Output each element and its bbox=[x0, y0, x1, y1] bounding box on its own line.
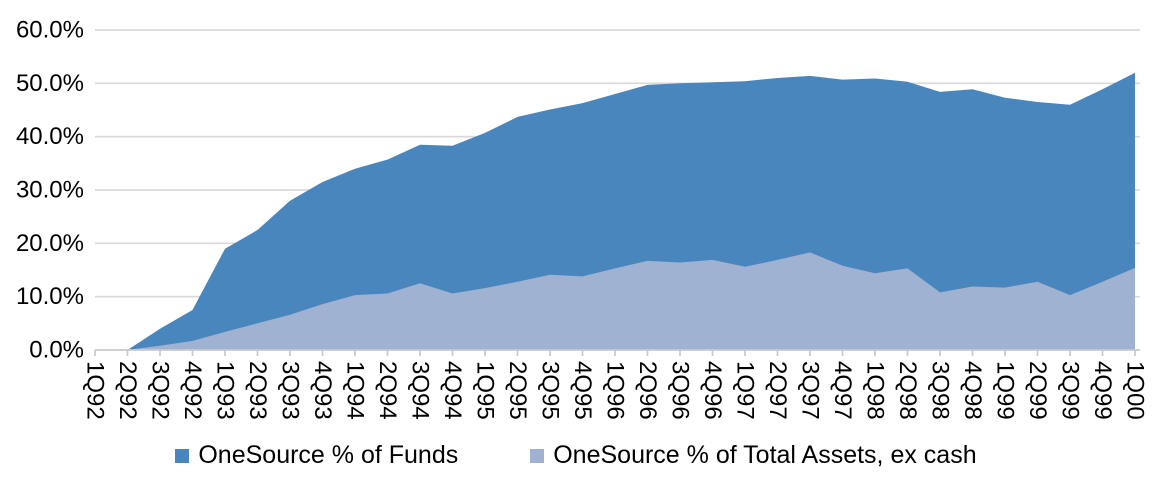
y-axis-label: 30.0% bbox=[16, 177, 84, 204]
y-axis-label: 10.0% bbox=[16, 283, 84, 310]
x-axis-label: 2Q96 bbox=[634, 361, 661, 420]
x-axis-label: 2Q94 bbox=[374, 361, 401, 420]
y-axis-label: 50.0% bbox=[16, 70, 84, 97]
x-axis-label: 4Q96 bbox=[699, 361, 726, 420]
y-axis-label: 60.0% bbox=[16, 17, 84, 44]
x-axis-label: 1Q92 bbox=[82, 361, 109, 420]
x-axis-label: 1Q95 bbox=[472, 361, 499, 420]
x-axis-label: 2Q97 bbox=[764, 361, 791, 420]
x-axis-label: 1Q98 bbox=[862, 361, 889, 420]
x-axis-label: 1Q94 bbox=[342, 361, 369, 420]
x-axis-label: 3Q92 bbox=[147, 361, 174, 420]
x-axis-label: 2Q93 bbox=[244, 361, 271, 420]
x-axis-label: 2Q92 bbox=[114, 361, 141, 420]
x-axis-label: 4Q98 bbox=[959, 361, 986, 420]
legend-item-funds: OneSource % of Funds bbox=[175, 441, 458, 470]
x-axis-label: 3Q95 bbox=[537, 361, 564, 420]
x-axis-label: 2Q99 bbox=[1024, 361, 1051, 420]
y-axis-label: 0.0% bbox=[29, 337, 84, 364]
x-axis-label: 4Q92 bbox=[179, 361, 206, 420]
x-axis-label: 3Q99 bbox=[1057, 361, 1084, 420]
x-axis-label: 4Q95 bbox=[569, 361, 596, 420]
x-axis-label: 3Q97 bbox=[797, 361, 824, 420]
x-axis-label: 1Q00 bbox=[1122, 361, 1149, 420]
x-axis-label: 2Q98 bbox=[894, 361, 921, 420]
legend: OneSource % of Funds OneSource % of Tota… bbox=[0, 441, 1152, 470]
y-axis-label: 40.0% bbox=[16, 123, 84, 150]
x-axis-label: 3Q96 bbox=[667, 361, 694, 420]
area-series-assets bbox=[95, 252, 1135, 350]
x-axis-label: 1Q97 bbox=[732, 361, 759, 420]
x-axis-label: 1Q93 bbox=[212, 361, 239, 420]
y-axis-label: 20.0% bbox=[16, 230, 84, 257]
x-axis-label: 4Q97 bbox=[829, 361, 856, 420]
x-axis-label: 4Q99 bbox=[1089, 361, 1116, 420]
legend-swatch-funds-icon bbox=[175, 448, 190, 463]
x-axis-label: 3Q98 bbox=[927, 361, 954, 420]
x-axis-label: 4Q93 bbox=[309, 361, 336, 420]
x-axis-label: 1Q99 bbox=[992, 361, 1019, 420]
x-axis-label: 1Q96 bbox=[602, 361, 629, 420]
legend-label-assets: OneSource % of Total Assets, ex cash bbox=[553, 441, 977, 469]
chart-svg: 0.0%10.0%20.0%30.0%40.0%50.0%60.0%1Q92 2Q… bbox=[16, 17, 1149, 420]
legend-label-funds: OneSource % of Funds bbox=[198, 441, 459, 469]
x-axis-label: 4Q94 bbox=[439, 361, 466, 420]
legend-item-assets: OneSource % of Total Assets, ex cash bbox=[530, 441, 977, 470]
x-axis-label: 3Q93 bbox=[277, 361, 304, 420]
x-axis-label: 2Q95 bbox=[504, 361, 531, 420]
x-axis-label: 3Q94 bbox=[407, 361, 434, 420]
legend-swatch-assets-icon bbox=[530, 448, 545, 463]
